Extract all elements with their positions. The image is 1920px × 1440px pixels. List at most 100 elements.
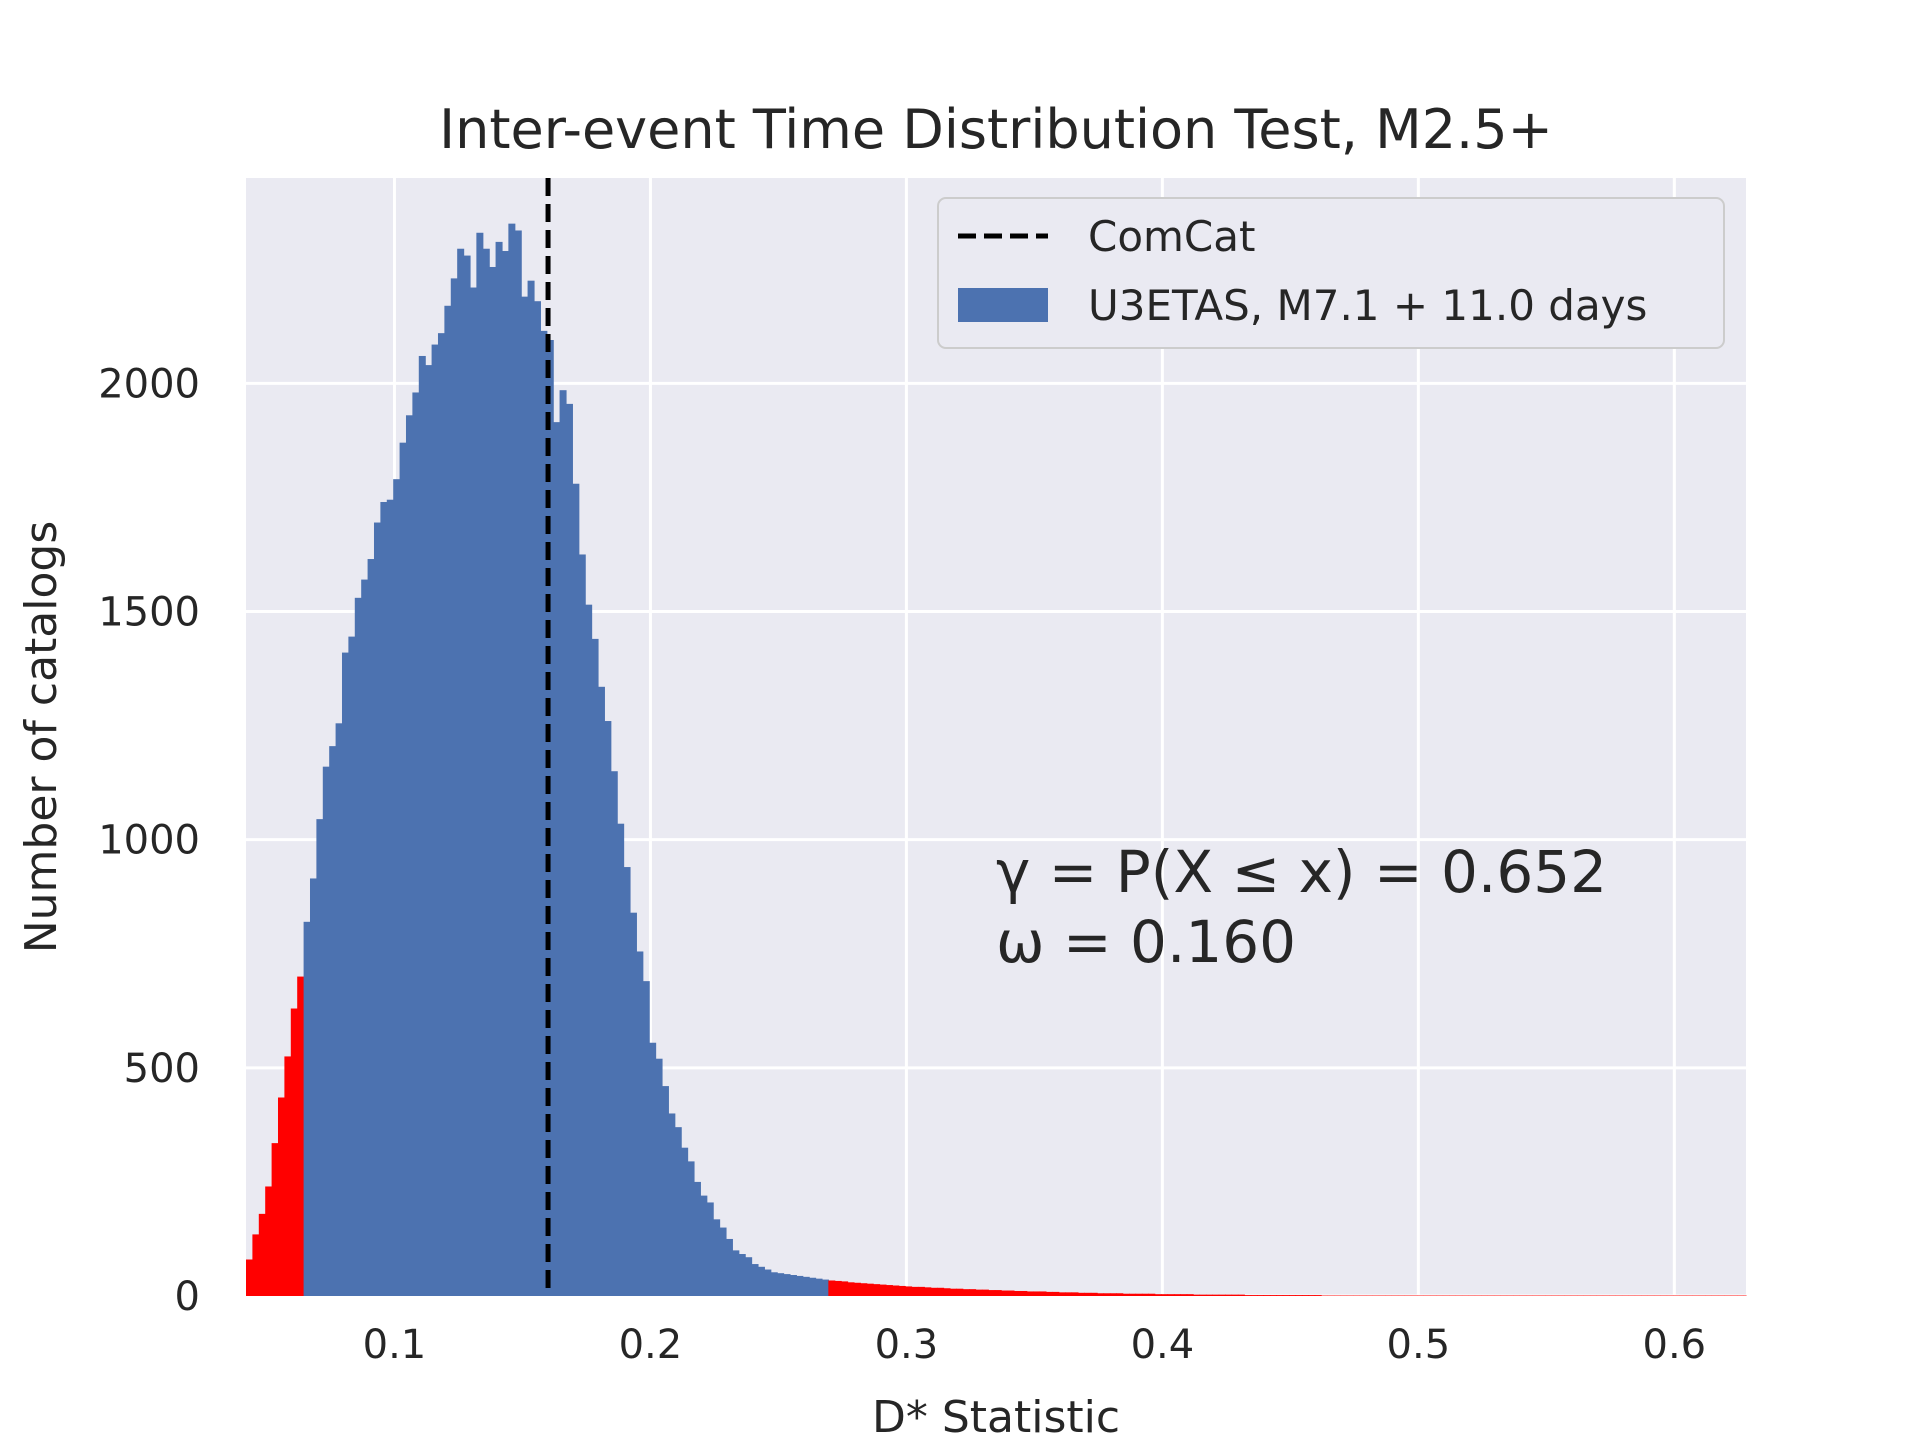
histogram-bar xyxy=(463,255,471,1296)
histogram-bar xyxy=(495,241,503,1296)
histogram-bar xyxy=(329,746,337,1296)
histogram-bar-tail xyxy=(1065,1292,1073,1296)
histogram-bar-tail xyxy=(1205,1294,1213,1296)
histogram-bar-tail xyxy=(1186,1294,1194,1296)
histogram-bar-tail xyxy=(981,1289,989,1296)
x-tick-label: 0.3 xyxy=(875,1322,939,1368)
histogram-bar xyxy=(418,355,426,1296)
histogram-bar xyxy=(604,721,612,1296)
histogram-bar xyxy=(309,878,317,1296)
histogram-bar-tail xyxy=(853,1282,861,1296)
histogram-bar-tail xyxy=(1314,1295,1322,1296)
chart-title: Inter-event Time Distribution Test, M2.5… xyxy=(439,98,1553,161)
histogram-bar-tail xyxy=(1257,1295,1265,1296)
histogram-bar xyxy=(322,766,330,1296)
histogram-bar-tail xyxy=(1167,1294,1175,1296)
x-axis-ticks: 0.1 0.2 0.3 0.4 0.5 0.6 xyxy=(363,1322,1706,1368)
histogram-bar-tail xyxy=(1276,1295,1284,1296)
histogram-bar xyxy=(655,1058,663,1296)
x-tick-label: 0.5 xyxy=(1387,1322,1451,1368)
histogram-bar-tail xyxy=(905,1286,913,1296)
histogram-bar xyxy=(610,771,618,1296)
legend-u3etas-label: U3ETAS, M7.1 + 11.0 days xyxy=(1088,281,1647,330)
y-axis-label: Number of catalogs xyxy=(16,521,67,954)
histogram-bar-tail xyxy=(1141,1293,1149,1296)
histogram-bar-tail xyxy=(1077,1292,1085,1296)
histogram-bar-tail xyxy=(969,1289,977,1296)
histogram-bar xyxy=(706,1202,714,1296)
histogram-bar xyxy=(540,330,548,1296)
histogram-bar xyxy=(527,280,535,1296)
histogram-bar-tail xyxy=(949,1288,957,1296)
histogram-bar xyxy=(642,981,650,1296)
histogram-bar-tail xyxy=(975,1289,983,1296)
histogram-bar xyxy=(796,1275,804,1296)
histogram-bar-tail xyxy=(1116,1293,1124,1296)
histogram-bar-tail xyxy=(277,1097,285,1296)
histogram-bar xyxy=(559,390,567,1296)
histogram-bar xyxy=(335,723,343,1296)
gamma-annotation: γ = P(X ≤ x) = 0.652 xyxy=(996,838,1607,906)
histogram-bar-tail xyxy=(1173,1294,1181,1296)
histogram-bar-tail xyxy=(1199,1294,1207,1296)
histogram-bar-tail xyxy=(1263,1295,1271,1296)
histogram-bar-tail xyxy=(1301,1295,1309,1296)
histogram-bar-tail xyxy=(847,1282,855,1296)
histogram-bar-tail xyxy=(1001,1290,1009,1296)
histogram-bar-tail xyxy=(924,1287,932,1296)
histogram-bar-tail xyxy=(834,1280,842,1296)
histogram-bar-tail xyxy=(265,1186,273,1296)
histogram-bar-tail xyxy=(1161,1294,1169,1296)
histogram-bar xyxy=(821,1279,829,1296)
histogram-bar xyxy=(789,1275,797,1296)
histogram-bar-tail xyxy=(917,1286,925,1296)
histogram-bar-tail xyxy=(1244,1295,1252,1296)
histogram-bar xyxy=(809,1277,817,1296)
histogram-bar xyxy=(738,1254,746,1296)
histogram-bar-tail xyxy=(1308,1295,1316,1296)
histogram-bar xyxy=(489,266,497,1297)
histogram-bar-tail xyxy=(1148,1293,1156,1296)
histogram-bar xyxy=(777,1273,785,1296)
y-tick-label: 1000 xyxy=(98,818,200,864)
histogram-bar xyxy=(354,597,362,1296)
histogram-bar-tail xyxy=(1045,1291,1053,1296)
histogram-bar-tail xyxy=(1013,1290,1021,1296)
histogram-bar-tail xyxy=(1237,1294,1245,1296)
legend-comcat-label: ComCat xyxy=(1088,212,1255,261)
x-tick-label: 0.6 xyxy=(1643,1322,1707,1368)
histogram-bar-tail xyxy=(1084,1292,1092,1296)
histogram-bar xyxy=(508,223,516,1296)
histogram-bar-tail xyxy=(1231,1294,1239,1296)
histogram-bar-tail xyxy=(860,1283,868,1296)
histogram-bar xyxy=(425,365,433,1296)
histogram-bar-tail xyxy=(1212,1294,1220,1296)
histogram-bar-tail xyxy=(898,1285,906,1296)
histogram-bar xyxy=(745,1257,753,1296)
histogram-bar xyxy=(661,1086,669,1296)
histogram-bar-tail xyxy=(930,1287,938,1296)
omega-annotation: ω = 0.160 xyxy=(996,908,1296,976)
histogram-bar xyxy=(802,1276,810,1296)
histogram-bar-tail xyxy=(1193,1294,1201,1296)
histogram-bar xyxy=(373,522,381,1296)
histogram-bar-tail xyxy=(994,1290,1002,1296)
histogram-bar-tail xyxy=(1180,1294,1188,1296)
histogram-bar xyxy=(783,1274,791,1296)
histogram-bar-tail xyxy=(1026,1291,1034,1296)
histogram-bar-tail xyxy=(1109,1293,1117,1296)
histogram-bar-tail xyxy=(1033,1291,1041,1296)
histogram-bar xyxy=(597,686,605,1296)
x-tick-label: 0.2 xyxy=(619,1322,683,1368)
histogram-bar xyxy=(533,301,541,1297)
histogram-bar xyxy=(521,296,529,1296)
histogram-bar xyxy=(444,305,452,1296)
histogram-bar-tail xyxy=(1097,1293,1105,1296)
histogram-bar xyxy=(713,1219,721,1296)
histogram-bar-tail xyxy=(246,1259,253,1296)
histogram-bar-tail xyxy=(1289,1295,1297,1296)
histogram-bar xyxy=(725,1238,733,1296)
histogram-bars xyxy=(246,223,1747,1297)
histogram-bar xyxy=(316,819,324,1296)
histogram-bar xyxy=(591,638,599,1296)
